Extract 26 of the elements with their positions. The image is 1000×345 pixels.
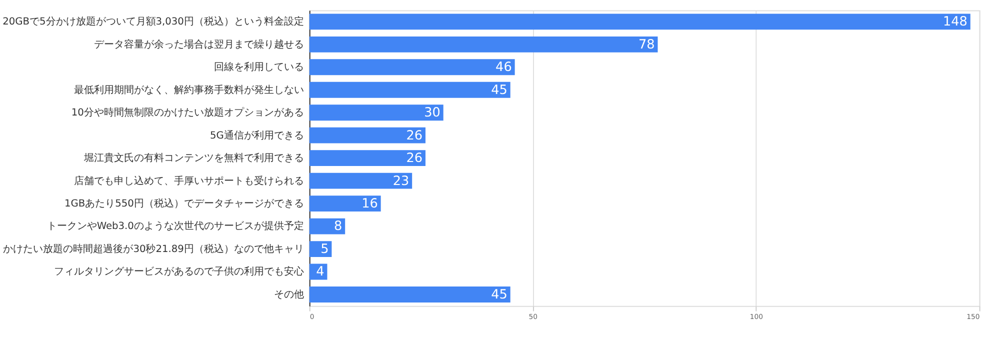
y-tick-label: 5G通信が利用できる [210, 129, 304, 142]
y-tick-label: 店舗でも申し込めて、手厚いサポートも受けられる [74, 174, 304, 187]
data-label: 16 [362, 196, 378, 212]
data-label: 8 [334, 219, 342, 234]
y-tick-label: フィルタリングサービスがあるので子供の利用でも安心 [54, 266, 304, 278]
data-label: 5 [320, 242, 329, 257]
y-tick-label: 回線を利用している [214, 61, 304, 74]
y-tick-label: 20GBで5分かけ放題がついて月額3,030円（税込）という料金設定 [2, 16, 304, 28]
data-label: 26 [406, 128, 423, 144]
y-tick-label: 堀江貴文氏の有料コンテンツを無料で利用できる [82, 152, 304, 164]
data-label: 23 [392, 174, 410, 189]
data-label: 148 [942, 14, 968, 30]
y-tick-label: トークンやWeb3.0のような次世代のサービスが提供予定 [46, 220, 304, 232]
data-label: 46 [496, 60, 512, 76]
data-label: 30 [424, 106, 440, 121]
data-label: 78 [638, 37, 655, 52]
y-tick-label: データ容量が余った場合は翌月まで繰り越せる [94, 38, 304, 50]
y-tick-label: 10分や時間無制限のかけたい放題オプションがある [71, 106, 304, 119]
data-label: 26 [406, 151, 423, 166]
data-label: 45 [491, 287, 508, 302]
data-label: 45 [491, 82, 508, 98]
y-tick-label: その他 [274, 288, 304, 300]
data-label: 4 [316, 264, 324, 280]
y-tick-label: 最低利用期間がなく、解約事務手数料が発生しない [74, 84, 304, 96]
y-tick-label: かけたい放題の時間超過後が30秒21.89円（税込）なので他キャリ [3, 242, 304, 255]
y-tick-label: 1GBあたり550円（税込）でデータチャージができる [64, 198, 304, 210]
